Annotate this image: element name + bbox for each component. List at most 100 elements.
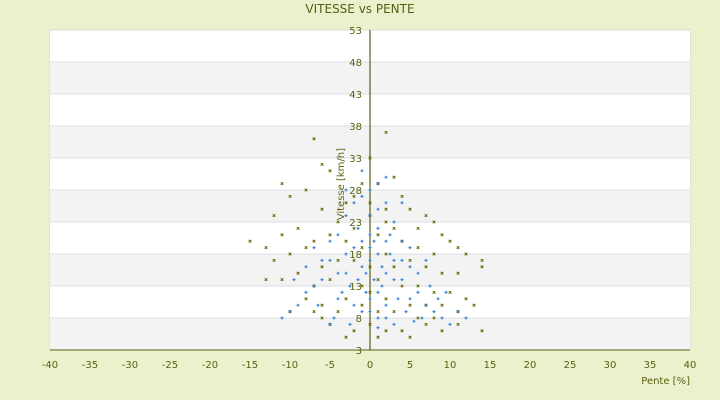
x-tick-label: 15 (484, 360, 497, 371)
data-point-olive (416, 226, 420, 231)
data-point-blue (344, 188, 348, 192)
data-point-olive (416, 316, 420, 320)
data-point-olive (432, 316, 436, 320)
data-point-blue (352, 246, 356, 250)
x-axis-label: Pente [%] (641, 376, 690, 387)
data-point-olive (248, 239, 252, 243)
data-point-olive (280, 181, 284, 186)
data-point-olive (336, 220, 340, 224)
x-tick-label: 5 (407, 360, 413, 371)
data-point-olive (344, 201, 348, 205)
data-point-olive (352, 258, 356, 263)
data-point-olive (320, 162, 324, 167)
data-point-blue (440, 316, 444, 320)
data-point-blue (368, 233, 372, 237)
data-point-blue (368, 214, 372, 218)
data-point-olive (384, 252, 388, 256)
data-point-olive (344, 297, 348, 301)
data-point-olive (320, 316, 324, 320)
data-point-olive (264, 277, 268, 282)
data-point-blue (384, 239, 388, 243)
data-point-olive (464, 297, 468, 301)
data-point-blue (384, 303, 388, 307)
data-point-blue (372, 278, 376, 282)
data-point-blue (400, 239, 404, 243)
data-point-olive (368, 290, 372, 295)
data-point-blue (448, 322, 452, 326)
data-point-olive (312, 309, 316, 314)
data-point-olive (304, 245, 308, 250)
data-point-olive (408, 258, 412, 263)
data-point-olive (392, 226, 396, 231)
data-point-blue (388, 252, 392, 256)
data-point-olive (288, 194, 292, 199)
data-point-olive (384, 220, 388, 224)
data-point-blue (428, 284, 432, 288)
data-point-olive (440, 329, 444, 333)
data-point-olive (368, 201, 372, 205)
data-point-blue (364, 290, 368, 294)
x-tick-label: 35 (644, 360, 657, 371)
data-point-blue (336, 297, 340, 301)
x-tick-label: 20 (524, 360, 537, 371)
data-point-olive (400, 194, 404, 199)
data-point-olive (312, 239, 316, 243)
data-point-blue (312, 284, 316, 288)
data-point-olive (384, 329, 388, 333)
data-point-olive (408, 335, 412, 339)
data-point-blue (412, 319, 416, 323)
data-point-blue (296, 303, 300, 307)
data-point-blue (304, 265, 308, 269)
data-point-blue (316, 303, 320, 307)
data-point-olive (352, 194, 356, 199)
data-point-olive (312, 137, 316, 141)
data-point-olive (264, 245, 268, 250)
data-point-olive (272, 258, 276, 263)
data-point-olive (392, 175, 396, 179)
data-point-blue (360, 169, 364, 173)
data-point-blue (360, 239, 364, 243)
data-point-blue (436, 297, 440, 301)
data-point-blue (288, 310, 292, 314)
data-point-blue (416, 271, 420, 275)
data-point-blue (432, 310, 436, 314)
data-point-blue (408, 246, 412, 250)
data-point-olive (328, 233, 332, 237)
data-point-olive (296, 226, 300, 231)
data-point-blue (320, 258, 324, 262)
data-point-olive (376, 277, 380, 282)
data-point-olive (432, 252, 436, 256)
data-point-olive (456, 322, 460, 327)
data-point-blue (364, 271, 368, 275)
data-point-olive (320, 265, 324, 269)
data-point-blue (408, 297, 412, 301)
data-point-olive (400, 329, 404, 333)
data-point-blue (312, 246, 316, 250)
data-point-blue (368, 310, 372, 314)
x-tick-label: 40 (684, 360, 697, 371)
data-point-blue (360, 310, 364, 314)
y-tick-label: 38 (349, 122, 362, 133)
data-point-blue (336, 271, 340, 275)
data-point-olive (384, 297, 388, 301)
x-tick-label: -40 (42, 360, 58, 371)
data-point-olive (408, 303, 412, 307)
data-point-olive (280, 233, 284, 237)
y-tick-label: 28 (349, 186, 362, 197)
data-point-blue (344, 252, 348, 256)
data-point-olive (376, 309, 380, 314)
data-point-blue (404, 310, 408, 314)
data-point-olive (288, 252, 292, 256)
data-point-blue (464, 316, 468, 320)
data-point-olive (432, 290, 436, 295)
data-point-blue (344, 271, 348, 275)
data-point-olive (480, 329, 484, 333)
data-point-blue (380, 284, 384, 288)
data-point-olive (384, 130, 388, 135)
data-point-blue (400, 258, 404, 262)
data-point-blue (444, 290, 448, 294)
x-tick-label: -5 (325, 360, 335, 371)
x-tick-label: -10 (282, 360, 298, 371)
x-tick-label: 0 (367, 360, 373, 371)
